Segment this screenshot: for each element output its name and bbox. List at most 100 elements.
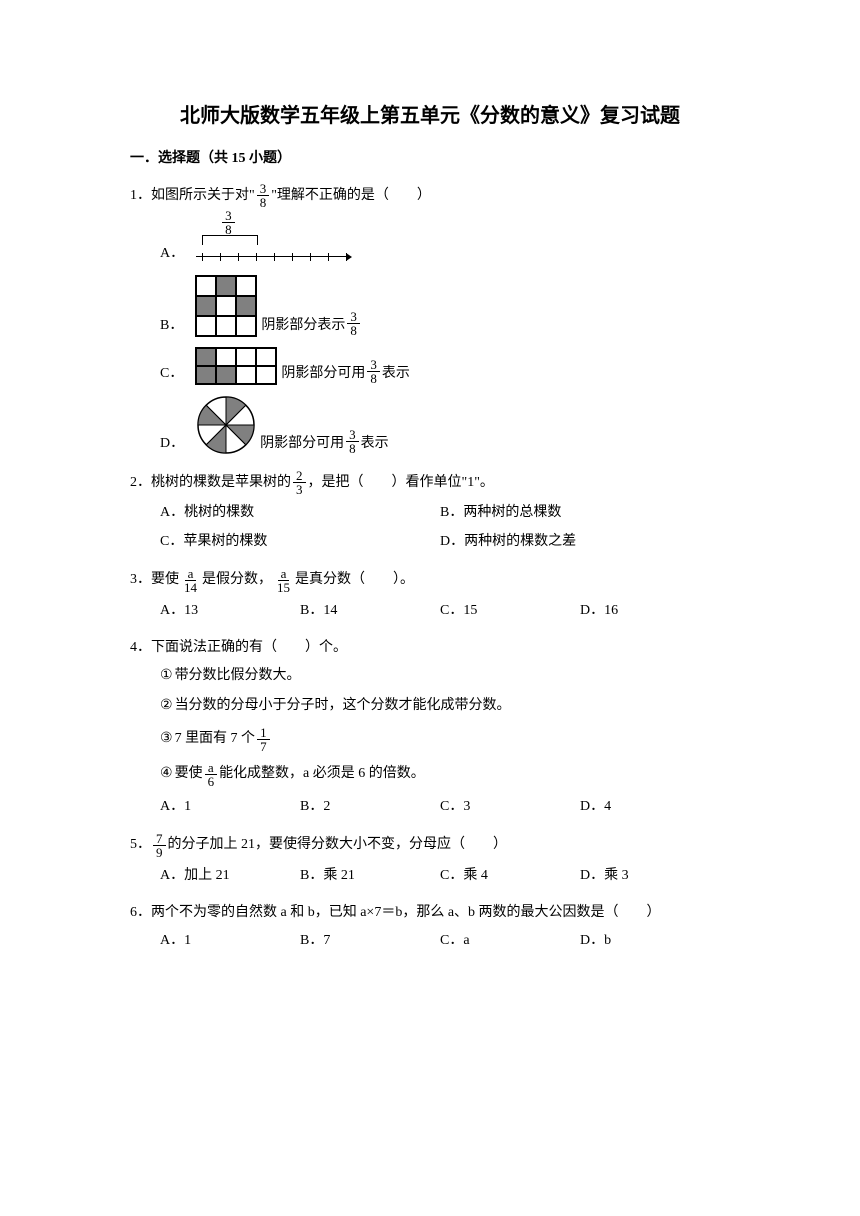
q4-optA: A．1 [160,796,300,818]
q4-s4-t2: 能化成整数，a 必须是 6 的倍数。 [219,763,425,785]
q3-opts: A．13 B．14 C．15 D．16 [130,600,730,622]
frac-num: a [205,761,217,775]
q2-pre: 桃树的棵数是苹果树的 [151,472,291,494]
q6-opts: A．1 B．7 C．a D．b [130,930,730,952]
section-header: 一．选择题（共 15 小题） [130,148,730,170]
q4-num: 4． [130,637,151,659]
q4-s1: ① 带分数比假分数大。 [130,665,730,687]
optB-text: 阴影部分表示 [261,315,345,337]
q6-optB: B．7 [300,930,440,952]
frac-num: 2 [293,469,306,483]
q2-post: ，是把（ ）看作单位"1"。 [308,472,494,494]
q4-s4-frac: a 6 [205,761,218,788]
question-3: 3． 要使 a 14 是假分数， a 15 是真分数（ ）。 A．13 B．14… [130,567,730,622]
q4-s1-t: 带分数比假分数大。 [175,665,301,687]
q4-s2-t: 当分数的分母小于分子时，这个分数才能化成带分数。 [175,695,511,717]
q1-optA: A． 3 8 [130,215,730,265]
q6-optD-t: D．b [580,933,611,948]
q4-optC: C．3 [440,796,580,818]
q3-frac1: a 14 [181,567,200,594]
q2-optA: A．桃树的棵数 [160,502,440,524]
optC-text: 阴影部分可用 [281,363,365,385]
q5-num: 5． [130,834,151,856]
q3-optA: A．13 [160,600,300,622]
q4-opts: A．1 B．2 C．3 D．4 [130,796,730,818]
q2-opts-row2: C．苹果树的棵数 D．两种树的棵数之差 [130,531,730,553]
q2-frac: 2 3 [293,469,306,496]
q5-opts: A．加上 21 B．乘 21 C．乘 4 D．乘 3 [130,865,730,887]
q3-frac2: a 15 [274,567,293,594]
q4-t: 下面说法正确的有（ ）个。 [151,637,347,659]
optA-label: A． [160,243,184,265]
optD-text: 阴影部分可用 [260,433,344,455]
q2-opts-row1: A．桃树的棵数 B．两种树的总棵数 [130,502,730,524]
frac-num: a [278,567,290,581]
question-1: 1． 如图所示关于对" 3 8 "理解不正确的是（ ） A． 3 8 [130,182,730,455]
q2-text: 2． 桃树的棵数是苹果树的 2 3 ，是把（ ）看作单位"1"。 [130,469,730,496]
q4-optD: D．4 [580,796,720,818]
q2-optD: D．两种树的棵数之差 [440,531,720,553]
question-4: 4． 下面说法正确的有（ ）个。 ① 带分数比假分数大。 ② 当分数的分母小于分… [130,637,730,819]
circle-4-icon: ④ [160,763,173,785]
q2-optB: B．两种树的总棵数 [440,502,720,524]
q3-text: 3． 要使 a 14 是假分数， a 15 是真分数（ ）。 [130,567,730,594]
page-title: 北师大版数学五年级上第五单元《分数的意义》复习试题 [130,100,730,132]
frac-den: 6 [205,775,218,788]
q1-pre: 如图所示关于对" [151,185,255,207]
q5-optC: C．乘 4 [440,865,580,887]
circle-3-icon: ③ [160,728,173,750]
optC-suffix: 表示 [382,363,410,385]
q6-num: 6． [130,902,151,924]
q5-frac: 7 9 [153,832,166,859]
number-line-icon: 3 8 [196,215,356,265]
q1-num: 1． [130,185,151,207]
question-2: 2． 桃树的棵数是苹果树的 2 3 ，是把（ ）看作单位"1"。 A．桃树的棵数… [130,469,730,553]
q1-text: 1． 如图所示关于对" 3 8 "理解不正确的是（ ） [130,182,730,209]
frac-den: 3 [293,483,306,496]
q5-optB: B．乘 21 [300,865,440,887]
frac-num: 3 [367,358,380,372]
q5-optD: D．乘 3 [580,865,720,887]
optB-frac: 3 8 [347,310,360,337]
frac-num: 3 [257,182,270,196]
frac-num: 3 [222,209,235,223]
optD-label: D． [160,433,184,455]
pie-circle-icon [196,395,256,455]
frac-den: 8 [346,442,359,455]
q5-text: 5． 7 9 的分子加上 21，要使得分数大小不变，分母应（ ） [130,832,730,859]
q3-t1: 要使 [151,569,179,591]
frac-den: 15 [274,581,293,594]
q6-optD: D．b [580,930,720,952]
q1-frac: 3 8 [257,182,270,209]
question-6: 6． 两个不为零的自然数 a 和 b，已知 a×7＝b，那么 a、b 两数的最大… [130,902,730,953]
frac-den: 8 [347,324,360,337]
q4-s3: ③ 7 里面有 7 个 1 7 [130,726,730,753]
frac-num: a [185,567,197,581]
frac-den: 9 [153,846,166,859]
q4-s4-t1: 要使 [175,763,203,785]
q6-t: 两个不为零的自然数 a 和 b，已知 a×7＝b，那么 a、b 两数的最大公因数… [151,902,661,924]
question-5: 5． 7 9 的分子加上 21，要使得分数大小不变，分母应（ ） A．加上 21… [130,832,730,887]
circle-2-icon: ② [160,695,173,717]
q4-s3-frac: 1 7 [257,726,270,753]
q3-t2: 是假分数， [202,569,272,591]
q3-optD: D．16 [580,600,720,622]
q2-optC: C．苹果树的棵数 [160,531,440,553]
optC-label: C． [160,363,183,385]
grid-2x4-icon [195,347,277,385]
optC-frac: 3 8 [367,358,380,385]
q1-optB: B． 阴影部分表示 3 8 [130,275,730,337]
optB-label: B． [160,315,183,337]
numline-frac: 3 8 [222,209,235,236]
frac-den: 8 [257,196,270,209]
q1-optC: C． 阴影部分可用 3 8 表示 [130,347,730,385]
q6-optC-t: C．a [440,933,470,948]
q1-post: "理解不正确的是（ ） [271,185,431,207]
q5-optA: A．加上 21 [160,865,300,887]
q3-t3: 是真分数（ ）。 [295,569,414,591]
q4-s3-t1: 7 里面有 7 个 [175,728,256,750]
q3-num: 3． [130,569,151,591]
q6-optA: A．1 [160,930,300,952]
optD-frac: 3 8 [346,428,359,455]
q4-optB: B．2 [300,796,440,818]
